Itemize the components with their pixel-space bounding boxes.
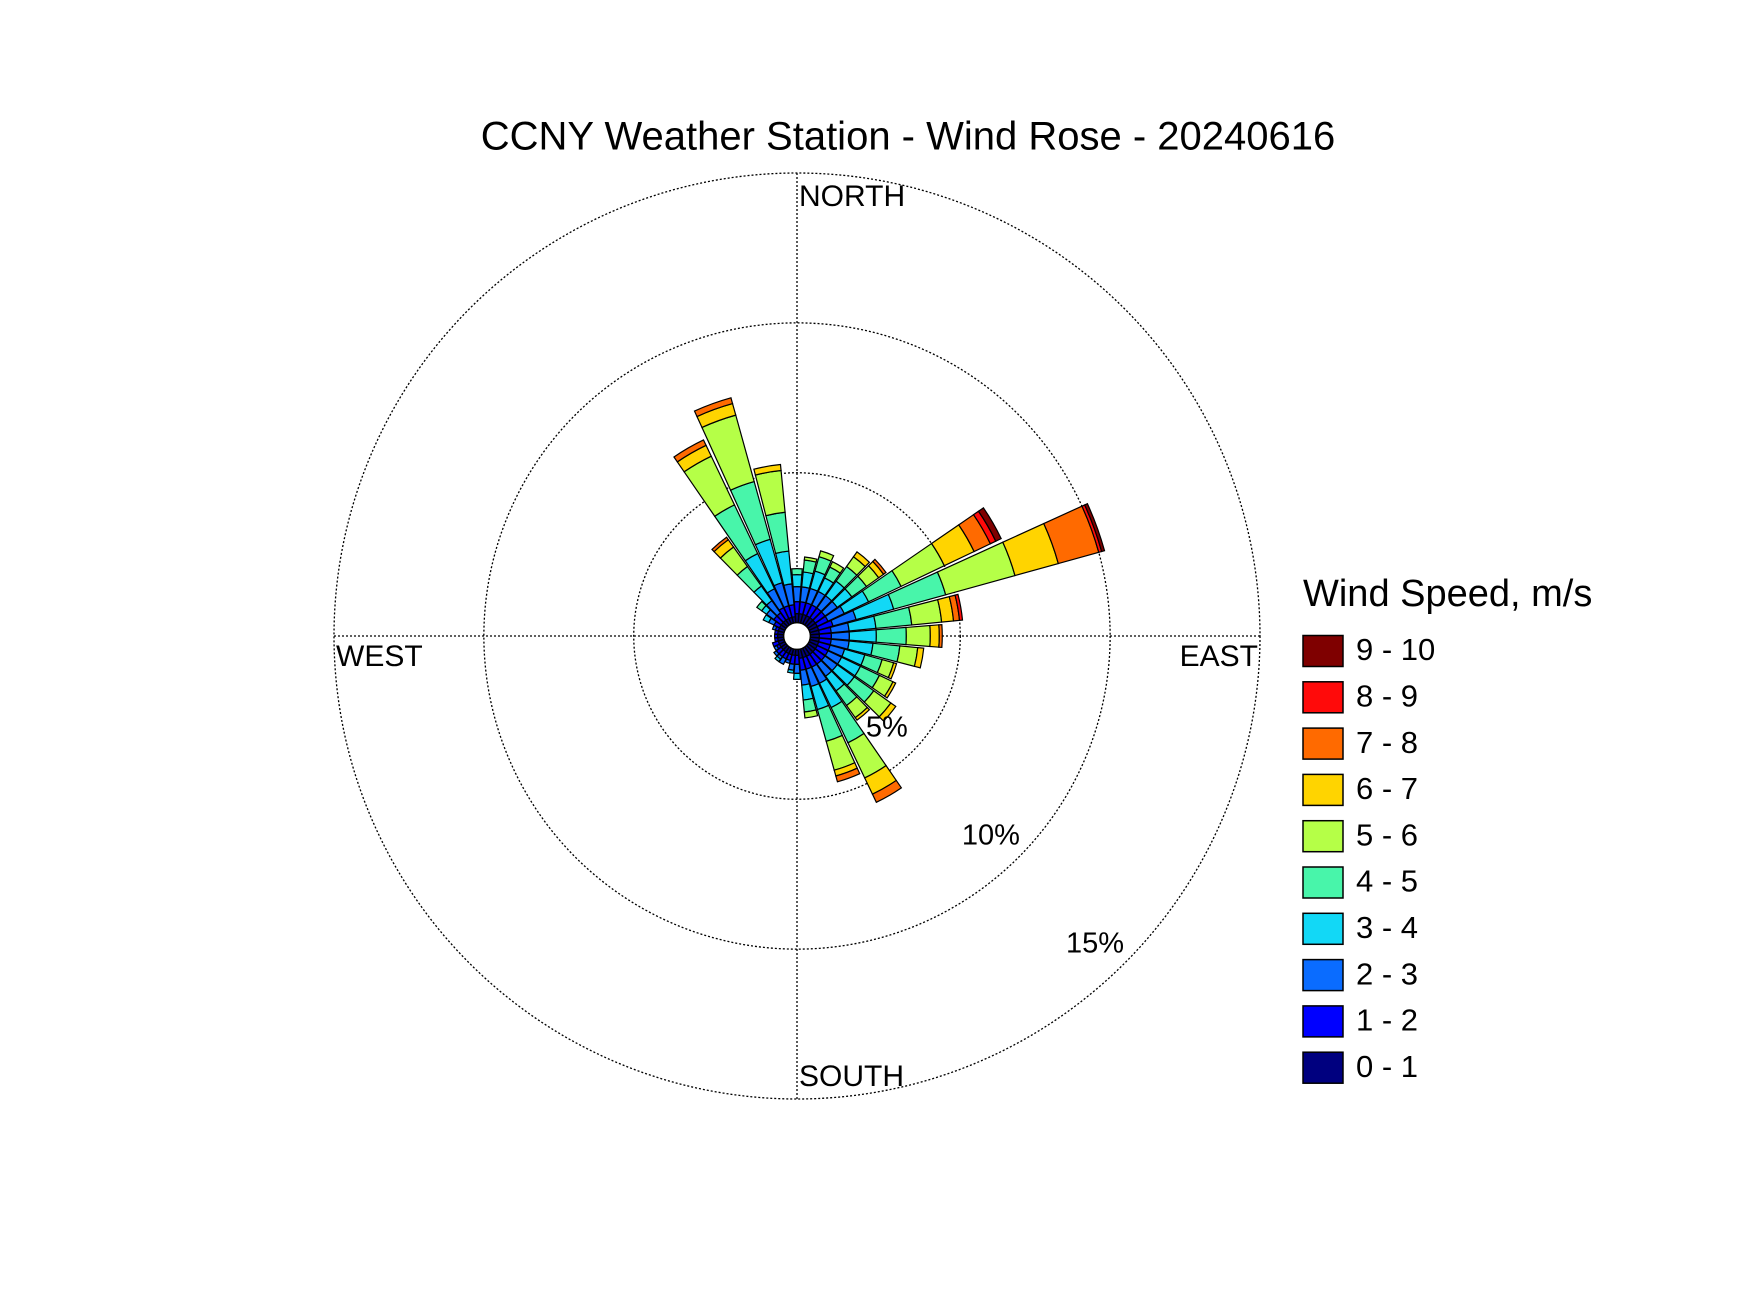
wedge-segment	[977, 507, 1002, 542]
wedge-segment	[871, 558, 887, 576]
r-tick-label: 15%	[1066, 927, 1124, 959]
legend-swatch	[1302, 958, 1344, 992]
wedge-segment	[755, 600, 767, 612]
wedge-segment	[773, 649, 780, 657]
wedge-segment	[830, 631, 850, 641]
grid-circle	[483, 322, 1111, 950]
legend-swatch	[1302, 773, 1344, 807]
wedge-segment	[954, 593, 964, 622]
wedge-segment	[803, 709, 819, 719]
wedge-segment	[887, 662, 898, 680]
wedge-segment	[929, 624, 940, 648]
legend-label: 7 - 8	[1356, 725, 1418, 760]
legend-title: Wind Speed, m/s	[1303, 573, 1592, 615]
grid	[333, 172, 1261, 1100]
wedge-segment	[829, 560, 845, 574]
wedge-segment	[913, 646, 925, 669]
wedge-segment	[835, 767, 861, 783]
wedge-segment	[711, 536, 730, 553]
wedge-segment	[883, 680, 897, 699]
legend-label: 2 - 3	[1356, 956, 1418, 991]
legend-label: 9 - 10	[1356, 632, 1435, 667]
wedge-segment	[762, 613, 772, 624]
wedge-segment	[673, 439, 707, 463]
legend-label: 0 - 1	[1356, 1049, 1418, 1084]
grid-circle	[633, 472, 961, 800]
legend-label: 5 - 6	[1356, 817, 1418, 852]
wedge-segment	[774, 637, 779, 643]
wedge-segment	[818, 550, 835, 562]
wedge-segment	[753, 463, 782, 476]
r-tick-label: 10%	[962, 819, 1020, 851]
legend-swatch	[1302, 819, 1344, 853]
legend-swatch	[1302, 727, 1344, 760]
legend-swatch	[1302, 1051, 1344, 1084]
grid-circle	[333, 172, 1261, 1100]
legend-label: 6 - 7	[1356, 771, 1418, 806]
wedge-segment	[871, 779, 903, 804]
legend-label: 3 - 4	[1356, 910, 1418, 945]
wedge-segment	[791, 568, 803, 576]
wedge-segment	[878, 702, 897, 722]
legend-swatch	[1302, 1005, 1344, 1038]
legend-label: 8 - 9	[1356, 678, 1418, 713]
wedge-segment	[774, 655, 782, 663]
legend-swatch	[1302, 866, 1344, 899]
wedge-segment	[786, 668, 795, 674]
legend-swatch	[1302, 912, 1344, 946]
center-hole	[782, 621, 812, 651]
wedge-segment	[848, 629, 877, 643]
wedge-segment	[771, 640, 781, 648]
wedge-segment	[792, 586, 802, 603]
north-label: NORTH	[799, 180, 905, 213]
legend-label: 1 - 2	[1356, 1003, 1418, 1038]
wedge-segment	[905, 624, 931, 648]
wedge-segment	[1083, 502, 1106, 553]
legend-label: 4 - 5	[1356, 864, 1418, 899]
west-label: WEST	[336, 640, 423, 673]
legend-swatch	[1302, 681, 1344, 714]
wedge-segment	[854, 706, 871, 721]
wedge-segment	[774, 633, 779, 639]
east-label: EAST	[1180, 640, 1258, 673]
wedge-segment	[791, 574, 803, 588]
wedge-segment	[852, 551, 871, 568]
wedge-segment	[792, 672, 802, 680]
wedge-segment	[803, 556, 818, 563]
wedge-segment	[793, 663, 801, 674]
r-tick-label: 5%	[866, 712, 908, 744]
wedge-segment	[875, 626, 907, 646]
legend-swatch	[1302, 634, 1344, 668]
south-label: SOUTH	[799, 1060, 904, 1093]
wedge-segment	[693, 397, 734, 418]
chart-title: CCNY Weather Station - Wind Rose - 20240…	[481, 115, 1336, 159]
wedge-segment	[938, 623, 943, 649]
